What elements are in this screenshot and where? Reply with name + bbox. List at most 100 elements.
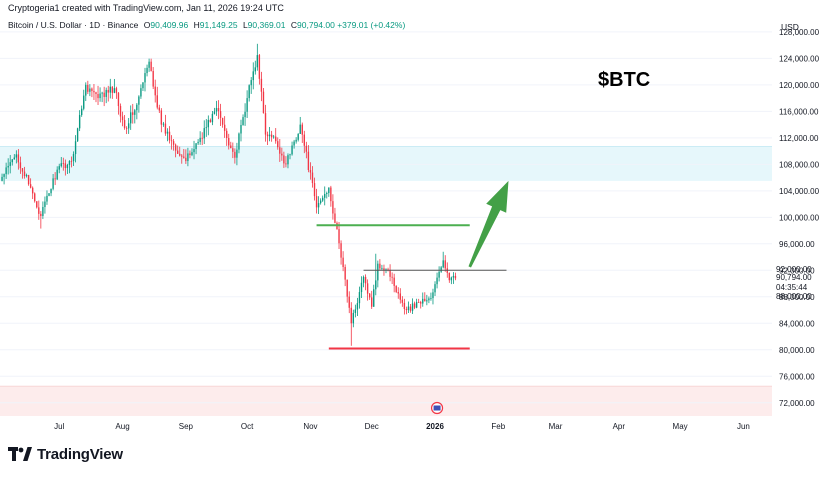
candle-2025-11-17 — [342, 251, 344, 272]
candle-body — [291, 145, 293, 155]
candle-2025-11-28 — [364, 274, 367, 291]
y-tick-label: 108,000.00 — [779, 160, 820, 169]
candle-2025-07-27 — [111, 86, 114, 99]
candle-body — [434, 284, 436, 293]
candle-body — [450, 277, 453, 281]
candle-2025-09-07 — [197, 139, 199, 146]
candle-body — [217, 108, 220, 112]
candle-2025-11-13 — [334, 207, 336, 224]
candle-body — [40, 213, 42, 216]
candle-2025-10-09 — [262, 87, 265, 114]
candle-2025-06-08 — [11, 158, 13, 166]
candle-body — [181, 155, 183, 157]
candle-2025-08-17 — [154, 79, 156, 103]
candle-body — [438, 271, 440, 278]
candle-body — [364, 276, 367, 284]
candle-2025-12-11 — [391, 272, 393, 285]
candle-body — [454, 275, 457, 279]
candle-body — [97, 94, 99, 99]
candle-2025-07-17 — [91, 87, 93, 98]
candle-body — [348, 296, 350, 308]
projection-arrow[interactable] — [468, 180, 509, 268]
candle-body — [17, 154, 20, 163]
candle-2025-10-24 — [293, 139, 295, 149]
candle-body — [381, 268, 383, 270]
candle-body — [68, 160, 71, 165]
candle-body — [3, 174, 5, 177]
last-price-tag: 90,794.00 04:35:44 — [776, 273, 812, 293]
candle-body — [407, 306, 410, 311]
y-tick-label: 112,000.00 — [779, 134, 819, 143]
candle-body — [134, 110, 136, 115]
candle-body — [170, 140, 173, 142]
demand-zone — [0, 386, 772, 416]
candle-body — [321, 197, 324, 201]
candle-2025-07-14 — [85, 82, 87, 101]
candle-body — [283, 155, 285, 164]
candle-2025-11-08 — [324, 186, 326, 206]
candle-body — [334, 213, 336, 223]
candle-2025-12-01 — [371, 290, 373, 309]
x-tick-label: Dec — [365, 422, 379, 431]
candle-2025-11-20 — [348, 291, 350, 314]
candle-2025-07-01 — [58, 163, 60, 174]
candle-body — [401, 299, 404, 303]
candle-2025-10-01 — [246, 90, 248, 118]
candle-body — [324, 194, 326, 198]
candle-2026-01-10 — [452, 272, 455, 284]
candle-2025-12-14 — [397, 287, 399, 299]
candle-2025-11-27 — [362, 275, 365, 288]
candle-body — [258, 55, 261, 79]
candle-body — [50, 188, 52, 194]
candle-body — [107, 89, 109, 93]
candle-body — [285, 163, 287, 165]
candle-2025-10-15 — [275, 128, 277, 144]
candle-body — [299, 124, 301, 134]
candle-body — [360, 282, 363, 293]
candle-body — [413, 303, 416, 308]
candle-body — [211, 113, 214, 123]
candle-2025-06-26 — [48, 193, 50, 197]
candle-body — [221, 117, 224, 125]
candle-2025-12-02 — [373, 284, 375, 307]
candle-2026-01-03 — [438, 266, 440, 282]
candle-body — [113, 88, 116, 93]
candle-2025-07-03 — [62, 157, 65, 171]
x-tick-label: Aug — [115, 422, 129, 431]
candle-2025-11-02 — [311, 166, 314, 188]
candle-2026-01-04 — [440, 265, 442, 273]
candle-2025-09-14 — [211, 110, 214, 126]
currency-label[interactable]: USD — [781, 22, 799, 32]
candle-body — [330, 187, 332, 202]
candle-body — [352, 312, 355, 324]
tradingview-brand[interactable]: TradingView — [8, 444, 123, 464]
candle-2025-12-20 — [409, 304, 412, 313]
candle-2025-08-28 — [176, 145, 179, 154]
y-tick-label: 76,000.00 — [779, 372, 815, 381]
candle-body — [426, 300, 428, 302]
candle-body — [319, 200, 322, 204]
x-tick-label: Feb — [491, 422, 505, 431]
candle-body — [80, 108, 83, 116]
candle-body — [91, 88, 93, 91]
candle-2025-10-04 — [252, 62, 254, 90]
candle-body — [64, 163, 67, 169]
candle-2025-11-12 — [332, 194, 334, 220]
x-tick-label: Mar — [549, 422, 563, 431]
candle-body — [201, 137, 203, 139]
candle-2025-12-22 — [413, 301, 416, 310]
candle-body — [119, 106, 122, 117]
y-tick-label: 124,000.00 — [779, 54, 820, 63]
y-tick-label: 88,000.00 — [779, 293, 815, 302]
candle-body — [444, 260, 446, 269]
candle-2025-10-14 — [272, 134, 275, 139]
candle-body — [54, 178, 56, 180]
candle-2025-12-03 — [375, 253, 377, 296]
candle-2025-12-04 — [377, 260, 379, 288]
candle-body — [183, 156, 185, 158]
candle-body — [191, 152, 193, 156]
x-tick-label: Sep — [179, 422, 194, 431]
candle-2025-12-23 — [415, 298, 418, 309]
